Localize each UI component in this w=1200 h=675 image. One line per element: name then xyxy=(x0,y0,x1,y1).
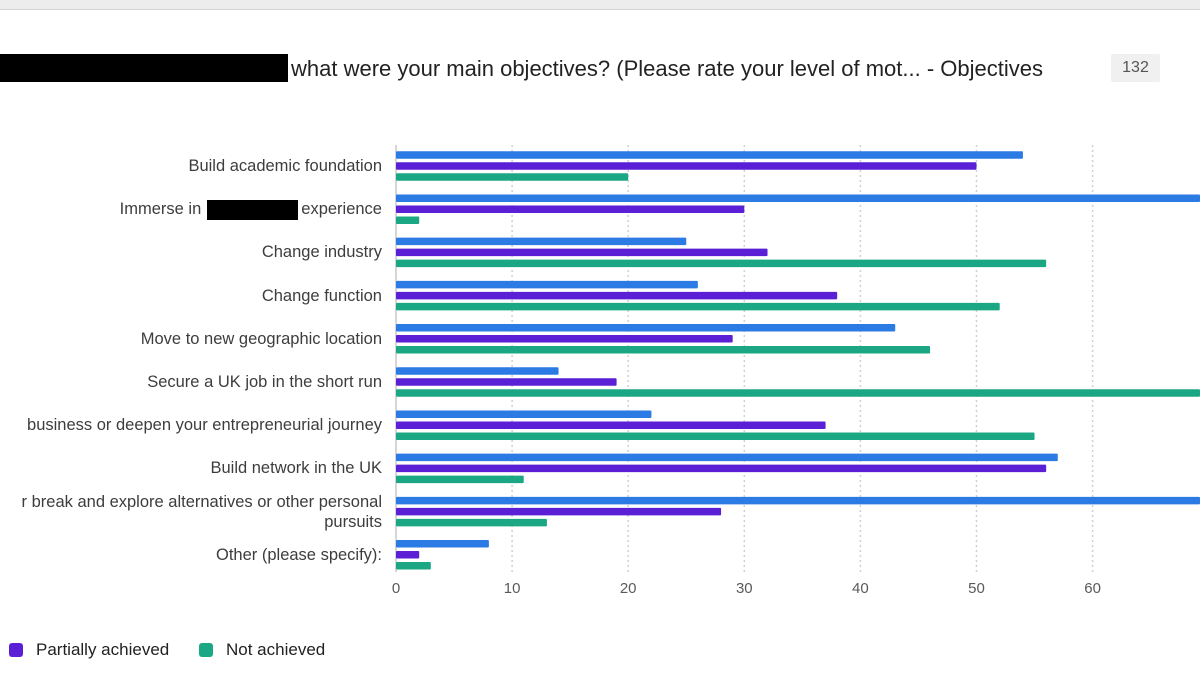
x-tick-label-3: 30 xyxy=(736,580,753,597)
legend-item-not-achieved[interactable]: Not achieved xyxy=(199,639,325,661)
category-label-line: r break and explore alternatives or othe… xyxy=(21,492,382,511)
x-tick-label-6: 60 xyxy=(1084,580,1101,597)
category-label-0: Build academic foundation xyxy=(188,157,382,175)
bar-achieved-4[interactable] xyxy=(396,324,896,332)
bar-achieved-5[interactable] xyxy=(396,367,559,375)
bar-achieved-8[interactable] xyxy=(396,496,1200,505)
bar-achieved-0[interactable] xyxy=(396,151,1023,159)
category-label-part: Immerse in xyxy=(119,200,202,219)
legend-label: Not achieved xyxy=(226,640,326,659)
x-tick-label-4: 40 xyxy=(852,580,869,597)
legend-label: Partially achieved xyxy=(36,640,170,659)
bar-partially-achieved-3[interactable] xyxy=(396,291,838,300)
bar-partially-achieved-2[interactable] xyxy=(396,248,768,257)
bar-partially-achieved-0[interactable] xyxy=(396,162,977,170)
x-tick-label-5: 50 xyxy=(968,580,985,597)
bar-not-achieved-3[interactable] xyxy=(396,302,1000,311)
category-label-5: Secure a UK job in the short run xyxy=(147,373,382,391)
legend-swatch xyxy=(199,643,213,657)
legend-item-partially-achieved[interactable]: Partially achieved xyxy=(9,639,169,661)
redacted-label-segment xyxy=(207,199,299,220)
response-count-badge: 132 xyxy=(1111,54,1160,82)
legend-swatch xyxy=(9,643,23,657)
category-label-7: Build network in the UK xyxy=(210,459,382,478)
bar-partially-achieved-5[interactable] xyxy=(396,378,617,386)
bar-not-achieved-2[interactable] xyxy=(396,259,1047,268)
category-label-4: Move to new geographic location xyxy=(140,329,382,348)
x-tick-label-0: 0 xyxy=(392,580,400,597)
x-tick-label-2: 20 xyxy=(620,580,637,597)
chart-title: what were your main objectives? (Please … xyxy=(291,56,1043,81)
bar-achieved-3[interactable] xyxy=(396,280,698,289)
bar-not-achieved-8[interactable] xyxy=(396,518,547,527)
bar-achieved-2[interactable] xyxy=(396,237,687,246)
bar-partially-achieved-9[interactable] xyxy=(396,551,420,559)
x-tick-label-1: 10 xyxy=(504,580,521,597)
bar-partially-achieved-7[interactable] xyxy=(396,464,1047,473)
bar-achieved-6[interactable] xyxy=(396,410,652,418)
bar-not-achieved-9[interactable] xyxy=(396,562,431,570)
bar-partially-achieved-4[interactable] xyxy=(396,335,733,343)
category-label-line: pursuits xyxy=(324,512,382,531)
bar-achieved-1[interactable] xyxy=(396,194,1200,202)
category-label-2: Change industry xyxy=(261,243,382,262)
category-label-part: experience xyxy=(301,200,382,219)
category-label-9: Other (please specify): xyxy=(216,545,382,564)
bar-not-achieved-7[interactable] xyxy=(396,475,524,484)
chart-legend: Partially achieved Not achieved xyxy=(0,639,1200,661)
category-label-8: r break and explore alternatives or othe… xyxy=(22,492,382,532)
bar-not-achieved-1[interactable] xyxy=(396,216,420,224)
bar-not-achieved-6[interactable] xyxy=(396,432,1035,440)
category-label-3: Change function xyxy=(261,286,382,305)
bar-chart: 0 10 20 30 40 50 60 xyxy=(392,145,1200,597)
bar-achieved-9[interactable] xyxy=(396,540,489,548)
category-label-6: business or deepen your entrepreneurial … xyxy=(27,416,382,435)
bar-achieved-7[interactable] xyxy=(396,453,1058,462)
redacted-title-prefix xyxy=(0,54,288,82)
bar-partially-achieved-6[interactable] xyxy=(396,421,826,429)
bar-not-achieved-4[interactable] xyxy=(396,346,931,354)
bar-not-achieved-0[interactable] xyxy=(396,173,629,181)
bar-partially-achieved-8[interactable] xyxy=(396,507,722,516)
browser-top-bar xyxy=(0,0,1200,10)
bar-not-achieved-5[interactable] xyxy=(396,389,1200,397)
category-label-1: Immerse in experience xyxy=(120,199,382,220)
bar-partially-achieved-1[interactable] xyxy=(396,205,745,213)
